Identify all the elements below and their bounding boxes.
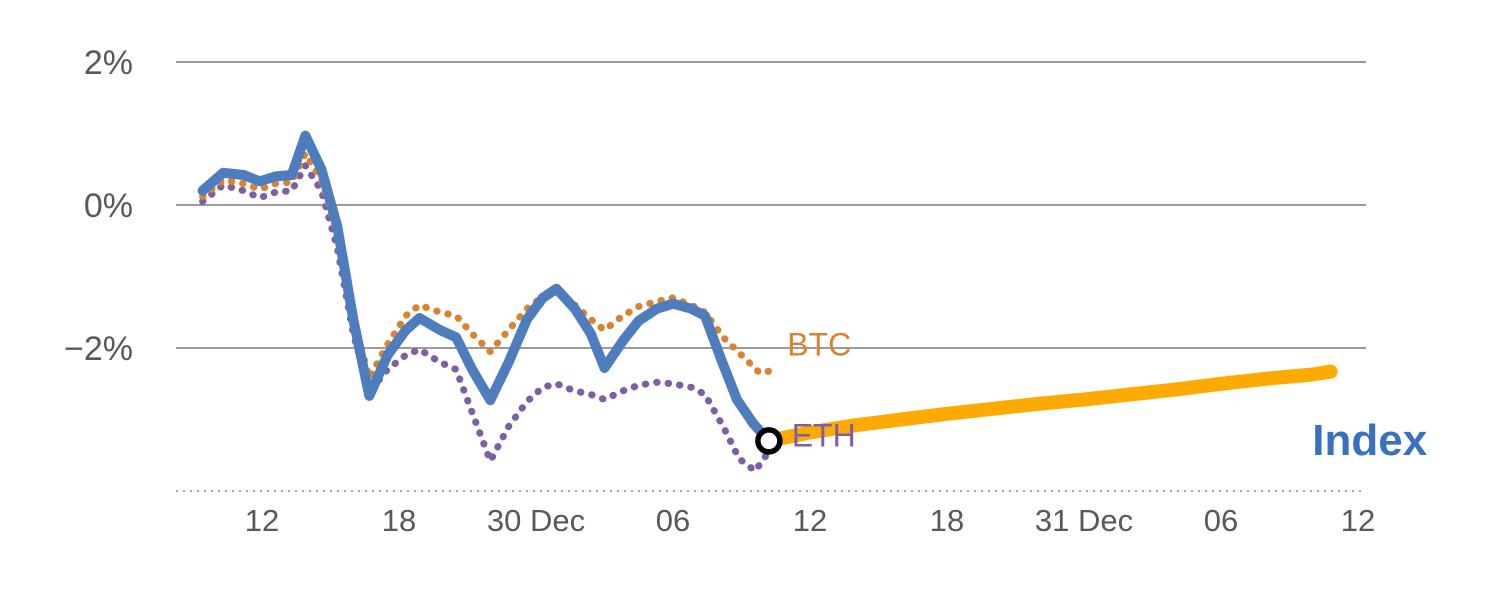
x-axis-label: 18 [930,503,964,538]
series-label-index: Index [1312,416,1427,465]
eth-line [199,162,775,475]
series-label-eth: ETH [792,417,856,453]
x-axis-label: 30 Dec [487,503,585,538]
y-axis-label: 2% [84,44,133,82]
x-axis-label: 06 [1204,503,1238,538]
x-axis-label: 12 [793,503,827,538]
x-axis-label: 31 Dec [1035,503,1133,538]
y-axis-label: 0% [84,187,133,225]
x-axis-label: 12 [1341,503,1375,538]
current-index-point [755,427,783,455]
x-axis-label: 18 [382,503,416,538]
x-axis-label: 06 [656,503,690,538]
index-projection-line [761,364,1338,448]
y-axis-label: −2% [64,330,133,368]
index-history-line [197,130,774,446]
btc-line [199,150,782,382]
series-label-btc: BTC [787,327,851,363]
x-axis-label: 12 [245,503,279,538]
